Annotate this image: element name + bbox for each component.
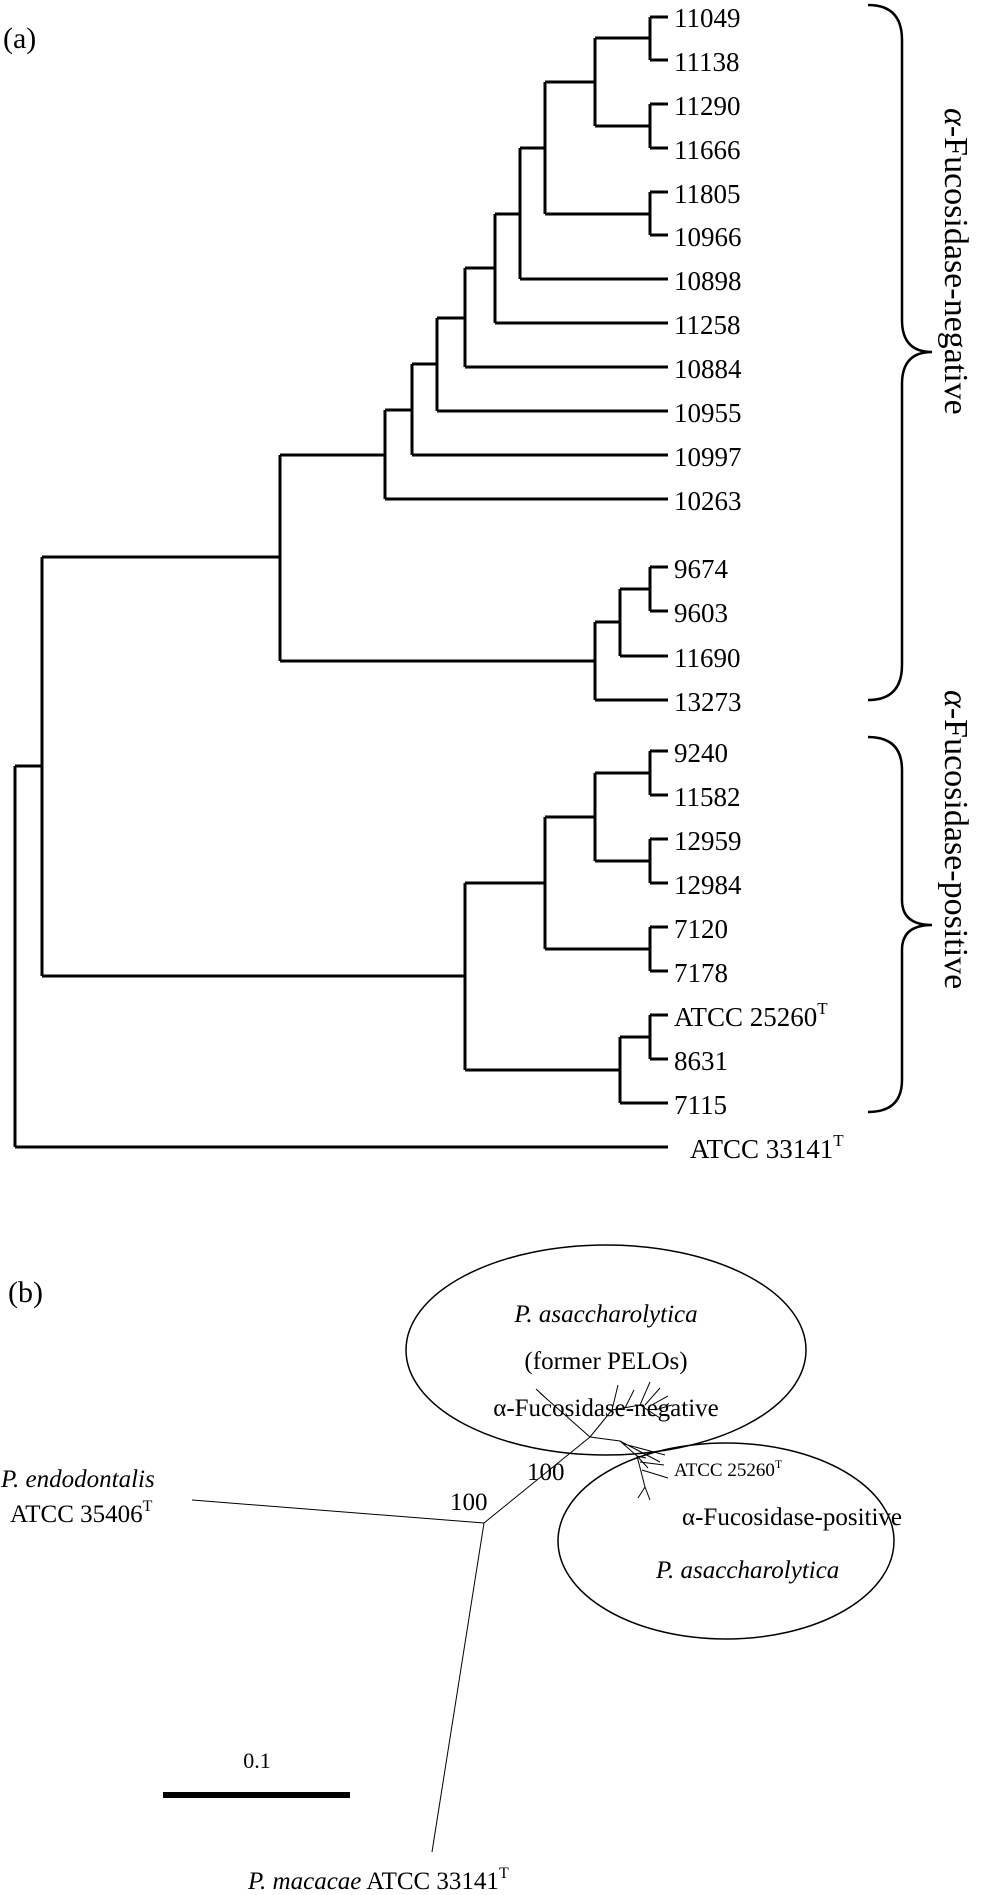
cluster-negative-ellipse: [405, 1244, 807, 1456]
macacae-label: P. macacae ATCC 33141T: [247, 1865, 509, 1895]
cluster-positive-ellipse: [557, 1442, 895, 1640]
leaf-label: 10884: [674, 354, 742, 384]
leaf-label: 11290: [674, 91, 741, 121]
leaf-label: 7178: [674, 958, 728, 988]
brace-negative: [867, 3, 933, 702]
leaf-label: 10955: [674, 398, 742, 428]
tree-a-branches: [13, 15, 668, 1149]
group-braces: [867, 3, 933, 1114]
leaf-label: 10263: [674, 486, 742, 516]
cluster-negative-label: α-Fucosidase-negative: [493, 1395, 719, 1422]
leaf-label: 10966: [674, 222, 742, 252]
tree-b-branches: [191, 1381, 673, 1853]
leaf-label: 11138: [674, 47, 740, 77]
leaf-label: 8631: [674, 1046, 728, 1076]
panel-a-label: (a): [3, 22, 36, 55]
cluster-positive-strain: ATCC 25260T: [674, 1457, 783, 1481]
bootstrap-value: 100: [527, 1459, 565, 1486]
leaf-label-type-strain: ATCC 25260T: [674, 999, 828, 1032]
leaf-label: 11690: [674, 643, 741, 673]
leaf-label: 12959: [674, 826, 742, 856]
cluster-negative-note: (former PELOs): [524, 1348, 687, 1375]
leaf-label: 10997: [674, 442, 742, 472]
group-label-positive: α-Fucosidase-positive: [937, 690, 974, 989]
leaf-label: 11582: [674, 782, 741, 812]
leaf-label: 7120: [674, 914, 728, 944]
group-label-negative: α-Fucosidase-negative: [937, 108, 974, 415]
leaf-label: 11666: [674, 135, 741, 165]
scale-bar-label: 0.1: [243, 1748, 271, 1773]
leaf-label: 11805: [674, 179, 741, 209]
leaf-label: 7115: [674, 1090, 727, 1120]
cluster-positive-label: α-Fucosidase-positive: [682, 1504, 902, 1531]
tree-a-leaf-labels: 11049 11138 11290 11666 11805 10966 1089…: [674, 3, 844, 1164]
brace-positive: [867, 735, 933, 1114]
endodontalis-strain: ATCC 35406T: [10, 1498, 153, 1528]
bootstrap-value: 100: [450, 1489, 488, 1516]
panel-b-label: (b): [8, 1276, 43, 1309]
leaf-label: 10898: [674, 266, 742, 296]
cluster-positive-species: P. asaccharolytica: [655, 1557, 839, 1584]
leaf-label: 9674: [674, 554, 729, 584]
leaf-label: 9240: [674, 738, 728, 768]
leaf-label: 9603: [674, 598, 728, 628]
leaf-label: 12984: [674, 870, 742, 900]
leaf-label-outgroup: ATCC 33141T: [690, 1131, 844, 1164]
leaf-label: 13273: [674, 687, 742, 717]
leaf-label: 11049: [674, 3, 741, 33]
endodontalis-species: P. endodontalis: [0, 1466, 155, 1493]
leaf-label: 11258: [674, 310, 741, 340]
cluster-negative-species: P. asaccharolytica: [513, 1301, 697, 1328]
